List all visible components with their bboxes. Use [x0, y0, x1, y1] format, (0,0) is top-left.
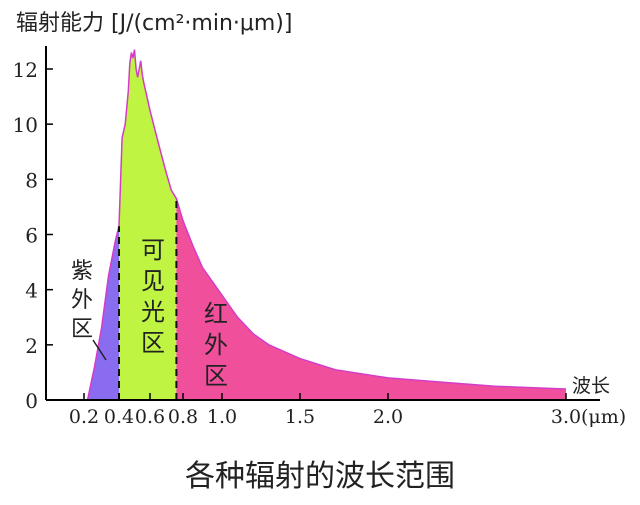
region-area-2 [176, 198, 566, 400]
x-tick-label: 0.4 [104, 406, 134, 428]
text-labels: 辐射能力 [J/(cm²·min·μm)] 波长 (μm) 各种辐射的波长范围 [16, 11, 626, 494]
y-tick-label: 2 [25, 334, 38, 358]
y-tick-label: 8 [25, 168, 38, 192]
x-tick-label: 0.2 [69, 406, 99, 428]
region-label-2: 红外区 [204, 300, 228, 390]
y-tick-label: 4 [25, 279, 38, 303]
x-tick-label: 3.0 [551, 406, 581, 428]
chart-title: 各种辐射的波长范围 [185, 459, 455, 494]
spectrum-curve-layer [86, 49, 567, 401]
region-label-0: 紫外区 [71, 259, 93, 342]
region-areas [87, 49, 566, 400]
x-tick-label: 1.5 [285, 406, 315, 428]
x-tick-label: 0.6 [135, 406, 165, 428]
region-area-1 [119, 49, 177, 400]
y-tick-label: 12 [13, 58, 38, 82]
x-tick-label: 1.0 [207, 406, 237, 428]
axes [45, 46, 600, 401]
ticks: 0 2 4 6 8 10 12 0.2 0.4 0.6 0.8 1.0 1.5 2.0 3.0 [13, 58, 582, 428]
x-tick-label: 2.0 [373, 406, 403, 428]
x-axis-unit: (μm) [581, 406, 626, 428]
x-tick-label: 0.8 [168, 406, 198, 428]
spectrum-curve [86, 49, 567, 401]
y-tick-label: 0 [25, 389, 38, 413]
region-label-1: 可见光区 [141, 236, 165, 357]
x-axis-label: 波长 [572, 375, 610, 397]
y-tick-label: 10 [13, 113, 38, 137]
y-tick-label: 6 [25, 224, 38, 248]
region-boundaries [118, 198, 178, 400]
region-area-0 [87, 226, 119, 400]
uv-label-pointer [92, 339, 107, 361]
y-axis-label: 辐射能力 [J/(cm²·min·μm)] [16, 11, 292, 36]
